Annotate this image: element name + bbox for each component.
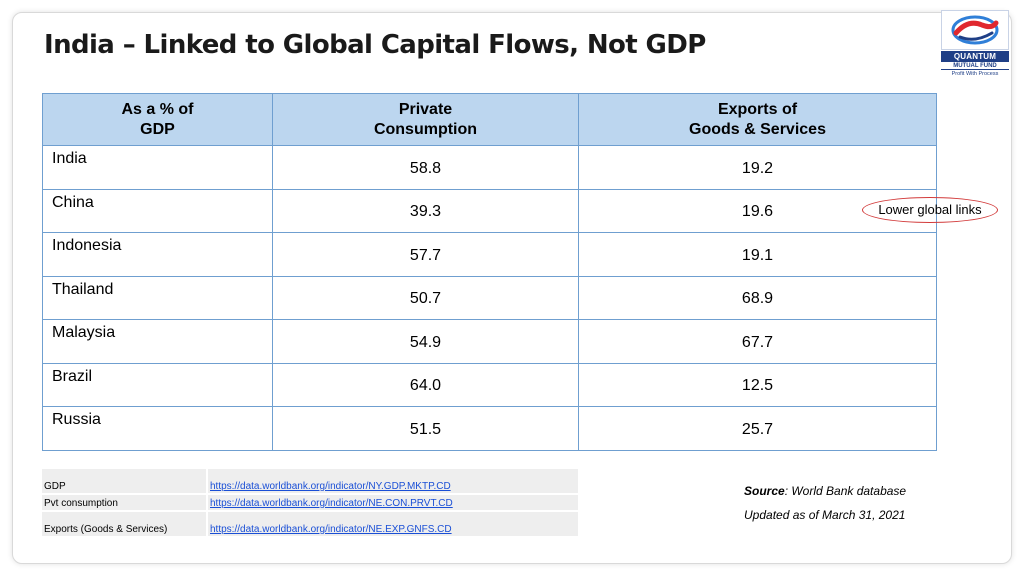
source-row: Pvt consumption https://data.worldbank.o… bbox=[42, 494, 578, 512]
table-row: Thailand 50.7 68.9 bbox=[42, 275, 937, 320]
exports-cell: 68.9 bbox=[578, 275, 937, 320]
table-row: India 58.8 19.2 bbox=[42, 145, 937, 190]
country-cell: India bbox=[42, 145, 273, 190]
country-cell: Thailand bbox=[42, 275, 273, 320]
country-cell: China bbox=[42, 188, 273, 233]
logo-name: QUANTUM bbox=[941, 51, 1009, 62]
country-cell: Brazil bbox=[42, 362, 273, 407]
table-row: Russia 51.5 25.7 bbox=[42, 406, 937, 451]
source-link[interactable]: https://data.worldbank.org/indicator/NE.… bbox=[207, 494, 578, 512]
gdp-comparison-table: As a % of GDP Private Consumption Export… bbox=[42, 93, 937, 451]
source-row: Exports (Goods & Services) https://data.… bbox=[42, 511, 578, 538]
table-row: Indonesia 57.7 19.1 bbox=[42, 232, 937, 277]
quantum-logo: QUANTUM MUTUAL FUND Profit With Process bbox=[941, 10, 1009, 78]
sources-table: GDP https://data.worldbank.org/indicator… bbox=[42, 469, 578, 538]
consumption-cell: 57.7 bbox=[272, 232, 579, 277]
slide-title: India – Linked to Global Capital Flows, … bbox=[44, 30, 706, 60]
source-link[interactable]: https://data.worldbank.org/indicator/NE.… bbox=[207, 511, 578, 538]
header-exports: Exports of Goods & Services bbox=[578, 93, 937, 146]
exports-cell: 67.7 bbox=[578, 319, 937, 364]
lower-global-links-callout: Lower global links bbox=[862, 197, 998, 223]
exports-cell: 25.7 bbox=[578, 406, 937, 451]
table-row: China 39.3 19.6 bbox=[42, 188, 937, 233]
source-link[interactable]: https://data.worldbank.org/indicator/NY.… bbox=[207, 469, 578, 495]
header-as-percent-gdp: As a % of GDP bbox=[42, 93, 273, 146]
consumption-cell: 39.3 bbox=[272, 188, 579, 233]
table-row: Brazil 64.0 12.5 bbox=[42, 362, 937, 407]
exports-cell: 19.1 bbox=[578, 232, 937, 277]
country-cell: Indonesia bbox=[42, 232, 273, 277]
updated-note: Updated as of March 31, 2021 bbox=[744, 508, 906, 522]
header-private-consumption: Private Consumption bbox=[272, 93, 579, 146]
logo-subtitle: MUTUAL FUND bbox=[941, 63, 1009, 70]
consumption-cell: 51.5 bbox=[272, 406, 579, 451]
consumption-cell: 58.8 bbox=[272, 145, 579, 190]
exports-cell: 12.5 bbox=[578, 362, 937, 407]
consumption-cell: 50.7 bbox=[272, 275, 579, 320]
source-label-bold: Source bbox=[744, 484, 785, 498]
source-label: Exports (Goods & Services) bbox=[42, 511, 208, 538]
consumption-cell: 54.9 bbox=[272, 319, 579, 364]
source-label: Pvt consumption bbox=[42, 494, 208, 512]
source-row: GDP https://data.worldbank.org/indicator… bbox=[42, 469, 578, 495]
exports-cell: 19.2 bbox=[578, 145, 937, 190]
source-text: : World Bank database bbox=[784, 484, 907, 498]
country-cell: Malaysia bbox=[42, 319, 273, 364]
country-cell: Russia bbox=[42, 406, 273, 451]
source-label: GDP bbox=[42, 469, 208, 495]
table-header-row: As a % of GDP Private Consumption Export… bbox=[42, 93, 937, 146]
consumption-cell: 64.0 bbox=[272, 362, 579, 407]
logo-mark-icon bbox=[941, 10, 1009, 50]
logo-tagline: Profit With Process bbox=[951, 71, 999, 77]
source-note: Source: World Bank database bbox=[744, 484, 906, 498]
table-row: Malaysia 54.9 67.7 bbox=[42, 319, 937, 364]
